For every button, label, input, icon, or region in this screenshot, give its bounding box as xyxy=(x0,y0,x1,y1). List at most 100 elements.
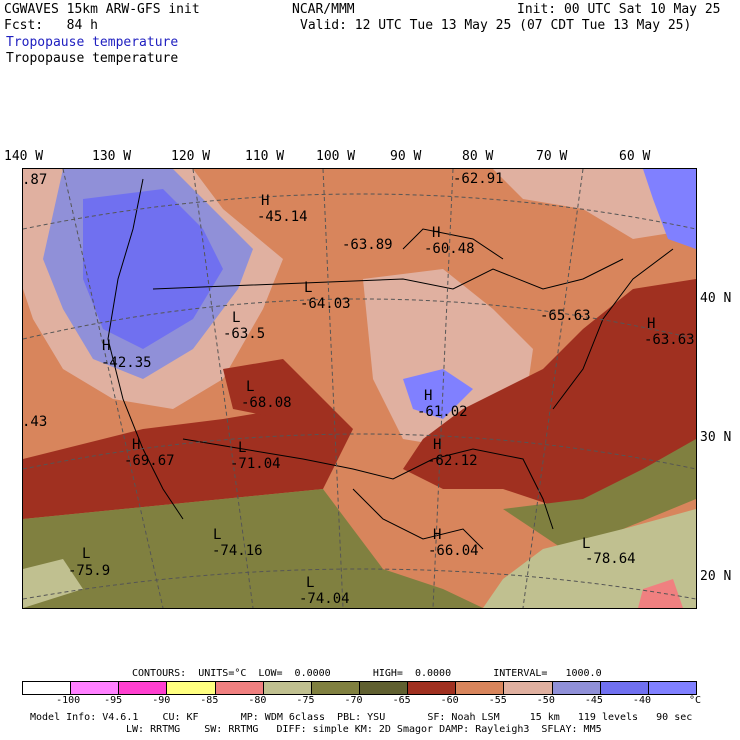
contour-value: .43 xyxy=(22,414,48,430)
legend-label: -100 xyxy=(56,695,81,706)
legend-swatch xyxy=(600,682,649,694)
low-value: -74.04 xyxy=(299,591,350,607)
legend-label: -55 xyxy=(488,695,507,706)
low-marker: L xyxy=(246,379,255,395)
legend-label: -40 xyxy=(632,695,651,706)
high-value: -62.12 xyxy=(427,453,478,469)
contour-value: -65.63 xyxy=(540,308,591,324)
legend-swatch xyxy=(552,682,601,694)
low-value: -63.5 xyxy=(223,326,266,342)
field-darkred-sw xyxy=(223,359,323,419)
low-value: -74.16 xyxy=(212,543,263,559)
map-svg xyxy=(23,169,696,608)
contour-value: .87 xyxy=(22,172,48,188)
lat-label: 20 N xyxy=(700,569,732,584)
contour-value: -62.91 xyxy=(453,171,504,187)
legend-label: °C xyxy=(689,695,702,706)
legend-swatch xyxy=(167,682,216,694)
high-value: -66.04 xyxy=(428,543,479,559)
legend-label: -80 xyxy=(248,695,267,706)
field-pale-region xyxy=(493,169,696,239)
field-blue-region xyxy=(643,169,696,249)
lon-label: 70 W xyxy=(536,149,568,164)
high-value: -63.63 xyxy=(644,332,695,348)
low-marker: L xyxy=(582,536,591,552)
legend-swatch xyxy=(456,682,505,694)
high-marker: H xyxy=(261,193,270,209)
lon-label: 120 W xyxy=(171,149,211,164)
legend-label: -95 xyxy=(104,695,123,706)
legend-label: -45 xyxy=(584,695,603,706)
lon-label: 110 W xyxy=(245,149,285,164)
high-value: -45.14 xyxy=(257,209,308,225)
graticule xyxy=(23,169,696,608)
lat-label: 30 N xyxy=(700,430,732,445)
legend-swatch xyxy=(263,682,312,694)
low-marker: L xyxy=(306,575,315,591)
field-olive-east xyxy=(503,439,696,549)
legend-label: -85 xyxy=(200,695,219,706)
field-title-black: Tropopause temperature xyxy=(6,51,179,66)
legend-label: -50 xyxy=(536,695,555,706)
legend-swatch xyxy=(23,682,72,694)
init-time: Init: 00 UTC Sat 10 May 25 xyxy=(517,2,721,17)
low-value: -78.64 xyxy=(585,551,636,567)
low-marker: L xyxy=(238,440,247,456)
high-value: -61.02 xyxy=(417,404,468,420)
low-marker: L xyxy=(304,280,313,296)
low-value: -68.08 xyxy=(241,395,292,411)
high-marker: H xyxy=(647,316,656,332)
field-blue-west xyxy=(83,189,223,349)
legend-swatch xyxy=(215,682,264,694)
lon-label: 130 W xyxy=(92,149,132,164)
map-outlines xyxy=(107,178,674,550)
lon-label: 140 W xyxy=(4,149,44,164)
legend-swatch xyxy=(504,682,553,694)
forecast-hour: Fcst: 84 h xyxy=(4,18,98,33)
legend-label: -65 xyxy=(392,695,411,706)
legend-label: -90 xyxy=(152,695,171,706)
legend-swatch xyxy=(648,682,696,694)
low-value: -71.04 xyxy=(230,456,281,472)
high-marker: H xyxy=(432,225,441,241)
low-marker: L xyxy=(232,310,241,326)
field-darkred-south xyxy=(23,399,353,519)
contour-value: -63.89 xyxy=(342,237,393,253)
map-panel xyxy=(22,168,697,609)
field-khaki-south xyxy=(483,509,696,608)
legend-swatch xyxy=(311,682,360,694)
color-legend xyxy=(22,681,697,695)
contours-info: CONTOURS: UNITS=°C LOW= 0.0000 HIGH= 0.0… xyxy=(132,668,602,679)
high-marker: H xyxy=(424,388,433,404)
center-label: NCAR/MMM xyxy=(292,2,355,17)
legend-label: -60 xyxy=(440,695,459,706)
high-value: -42.35 xyxy=(101,355,152,371)
lat-label: 40 N xyxy=(700,291,732,306)
legend-label: -70 xyxy=(344,695,363,706)
model-info: Model Info: V4.6.1 CU: KF MP: WDM 6class… xyxy=(30,712,693,723)
lon-label: 90 W xyxy=(390,149,422,164)
field-darkred-east xyxy=(403,279,696,509)
legend-label: -75 xyxy=(296,695,315,706)
legend-swatch xyxy=(71,682,120,694)
lon-label: 80 W xyxy=(462,149,494,164)
lon-label: 60 W xyxy=(619,149,651,164)
high-marker: H xyxy=(102,338,111,354)
high-value: -60.48 xyxy=(424,241,475,257)
high-value: -69.67 xyxy=(124,453,175,469)
lon-label: 100 W xyxy=(316,149,356,164)
high-marker: H xyxy=(132,437,141,453)
legend-swatch xyxy=(119,682,168,694)
physics-info: LW: RRTMG SW: RRTMG DIFF: simple KM: 2D … xyxy=(126,724,602,735)
high-marker: H xyxy=(433,437,442,453)
low-value: -75.9 xyxy=(68,563,111,579)
legend-swatch xyxy=(359,682,409,694)
low-value: -64.03 xyxy=(300,296,351,312)
field-olive-south xyxy=(23,489,483,608)
valid-time: Valid: 12 UTC Tue 13 May 25 (07 CDT Tue … xyxy=(300,18,692,33)
field-title-blue: Tropopause temperature xyxy=(6,35,179,50)
model-title: CGWAVES 15km ARW-GFS init xyxy=(4,2,200,17)
field-salmon-patch xyxy=(638,579,683,608)
high-marker: H xyxy=(433,527,442,543)
low-marker: L xyxy=(82,546,91,562)
